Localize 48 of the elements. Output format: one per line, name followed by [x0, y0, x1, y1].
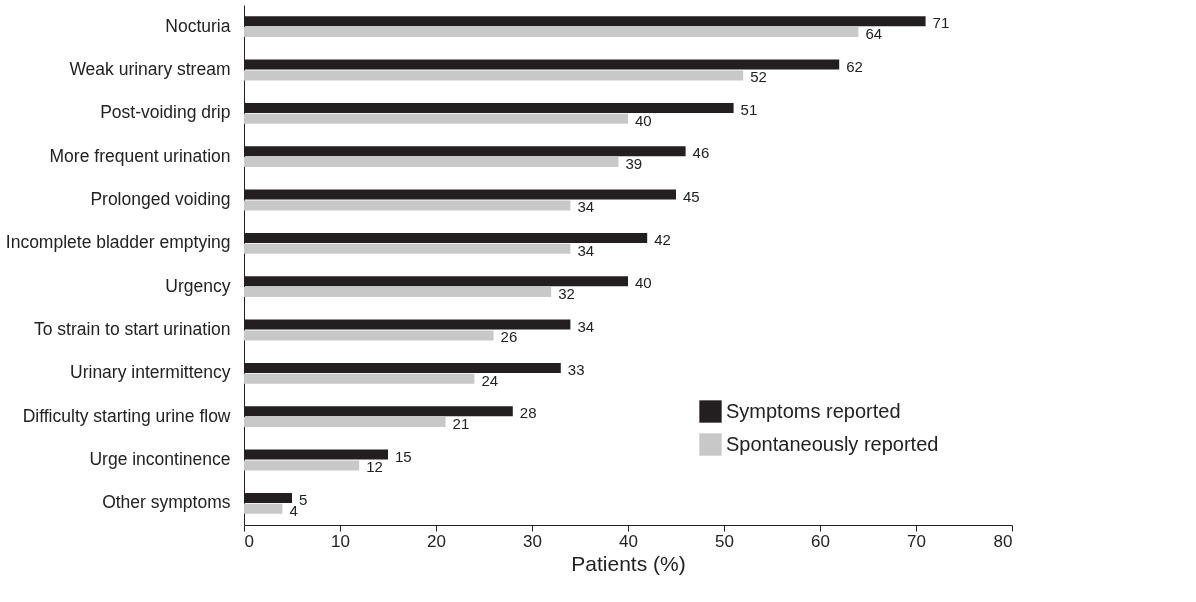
- y-tick-label: Nocturia: [165, 15, 231, 36]
- y-tick-label: More frequent urination: [49, 145, 231, 166]
- y-tick-label: Weak urinary stream: [69, 59, 231, 79]
- legend-label: Spontaneously reported: [726, 432, 939, 455]
- x-tick-label: 60: [811, 531, 830, 551]
- y-tick-label: Other symptoms: [102, 492, 231, 513]
- legend-label: Symptoms reported: [726, 399, 901, 422]
- y-tick-label: Incomplete bladder emptying: [5, 232, 231, 253]
- data-label: 5: [299, 490, 308, 508]
- x-tick-label: 0: [244, 531, 254, 551]
- data-label: 26: [500, 328, 518, 346]
- data-label: 40: [635, 274, 652, 292]
- data-label: 42: [654, 230, 671, 248]
- data-label: 12: [366, 458, 383, 476]
- data-label: 24: [481, 371, 499, 389]
- data-label: 62: [846, 57, 863, 75]
- data-label: 34: [577, 241, 595, 259]
- data-label: 4: [289, 501, 298, 519]
- data-label: 34: [577, 317, 595, 335]
- x-tick-label: 50: [715, 531, 734, 551]
- y-tick-label: Urinary intermittency: [70, 362, 231, 383]
- x-axis-title: Patients (%): [571, 551, 686, 575]
- data-label: 64: [865, 25, 883, 43]
- x-tick-label: 70: [907, 531, 926, 551]
- data-label: 45: [683, 187, 700, 205]
- data-label: 46: [692, 144, 710, 162]
- x-tick-label: 80: [993, 531, 1013, 551]
- data-label: 15: [395, 447, 412, 465]
- data-label: 33: [567, 360, 585, 378]
- y-tick-label: Difficulty starting urine flow: [22, 405, 231, 426]
- data-label: 32: [558, 285, 575, 303]
- data-label: 40: [635, 111, 652, 129]
- data-label: 39: [625, 155, 643, 173]
- y-tick-label: To strain to start urination: [34, 319, 231, 339]
- x-tick-label: 10: [331, 531, 350, 551]
- data-label: 71: [932, 14, 950, 32]
- y-tick-label: Post-voiding drip: [100, 102, 231, 123]
- y-tick-label: Prolonged voiding: [90, 189, 231, 209]
- data-label: 52: [750, 68, 767, 86]
- data-label: 51: [740, 100, 758, 118]
- y-tick-label: Urgency: [165, 275, 231, 296]
- x-tick-label: 20: [427, 531, 446, 551]
- data-label: 28: [519, 404, 537, 422]
- y-tick-label: Urge incontinence: [89, 449, 231, 469]
- data-label: 34: [577, 198, 595, 216]
- data-label: 21: [452, 415, 470, 433]
- x-tick-label: 40: [619, 531, 638, 551]
- x-tick-label: 30: [523, 531, 542, 551]
